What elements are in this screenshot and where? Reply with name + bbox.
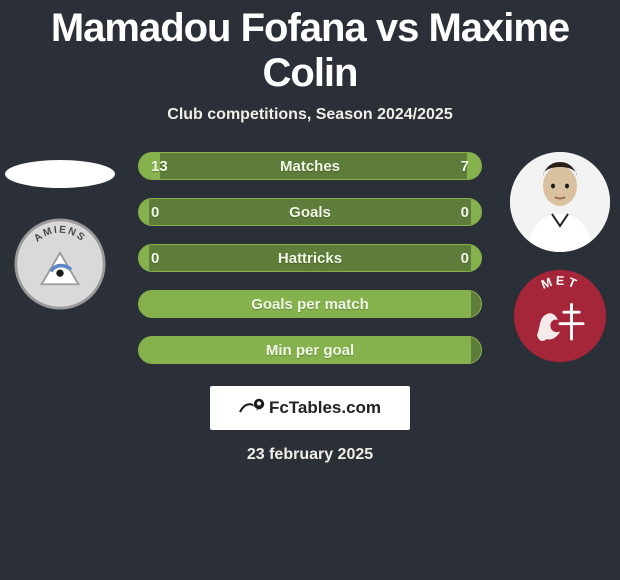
bar-label: Matches [139, 153, 481, 179]
stat-bar: Hattricks0 0 [138, 244, 482, 272]
club-badge-amiens: AMIENS [14, 218, 106, 310]
avatar-left-placeholder [5, 160, 115, 188]
bar-label: Goals per match [139, 291, 481, 317]
stat-bar: Goals per match [138, 290, 482, 318]
bar-value-right: 0 [461, 199, 469, 225]
bar-label: Hattricks [139, 245, 481, 271]
bar-label: Goals [139, 199, 481, 225]
bar-value-right: 7 [461, 153, 469, 179]
stat-bar: Goals0 0 [138, 198, 482, 226]
stat-bars: Matches137Goals00Hattricks00Goals per ma… [138, 152, 482, 364]
bar-value-right: 0 [461, 245, 469, 271]
avatar-right [510, 152, 610, 252]
bar-label: Min per goal [139, 337, 481, 363]
stat-bar: Matches13 7 [138, 152, 482, 180]
bar-value-left: 13 [151, 153, 168, 179]
player-left-column: AMIENS [0, 152, 120, 310]
page-title: Mamadou Fofana vs Maxime Colin [0, 0, 620, 96]
bar-value-left: 0 [151, 199, 159, 225]
stat-bar: Min per goal [138, 336, 482, 364]
footer-date: 23 february 2025 [0, 446, 620, 464]
credit-text: FcTables.com [269, 398, 381, 418]
page-subtitle: Club competitions, Season 2024/2025 [0, 106, 620, 124]
club-badge-metz: MET [512, 268, 608, 364]
credit-box: FcTables.com [210, 386, 410, 430]
bar-value-left: 0 [151, 245, 159, 271]
credit-icon [239, 396, 265, 421]
comparison-chart: AMIENS [0, 152, 620, 364]
player-right-column: MET [500, 152, 620, 364]
